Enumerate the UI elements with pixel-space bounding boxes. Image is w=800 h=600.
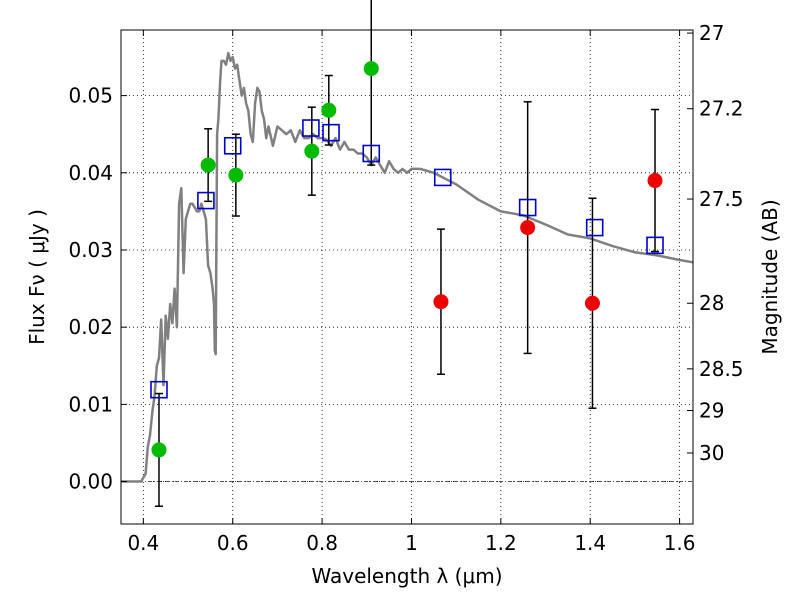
x-tick-label: 1.6 [664, 531, 696, 555]
low-sn-point [584, 295, 600, 311]
low-sn-point [433, 294, 449, 310]
low-sn-point [520, 220, 536, 236]
detection-point [321, 102, 337, 118]
detection-point [228, 167, 244, 183]
right-y-axis-title: Magnitude (AB) [758, 199, 782, 354]
x-tick-label: 0.4 [127, 531, 159, 555]
x-tick-label: 1 [405, 531, 418, 555]
model-photometry-point [223, 136, 242, 155]
right-tick-label: 27.5 [699, 187, 744, 211]
right-tick-label: 27.2 [699, 97, 744, 121]
model-photometry-point [362, 144, 381, 163]
model-photometry-point [518, 198, 537, 217]
model-photometry-point [585, 218, 604, 237]
detection-point [151, 442, 167, 458]
y-tick-label: 0.00 [68, 470, 113, 494]
right-tick-label: 27 [699, 21, 724, 45]
model-photometry-point [150, 380, 168, 399]
model-sed [121, 51, 694, 483]
error-bars [154, 0, 660, 507]
model-photometry-point [433, 168, 452, 187]
model-photometry-point [322, 123, 340, 142]
y-tick-label: 0.02 [68, 315, 113, 339]
x-tick-label: 1.2 [485, 531, 517, 555]
detection-point [363, 61, 379, 77]
right-tick-label: 28.5 [699, 357, 744, 381]
x-tick-label: 0.6 [217, 531, 249, 555]
low-sn-point [647, 173, 663, 189]
right-tick-label: 29 [699, 399, 724, 423]
model-photometry-point [302, 119, 320, 137]
axis-ticks [121, 30, 693, 524]
right-tick-label: 28 [699, 291, 724, 315]
y-axis-title: Flux Fν ( μJy ) [25, 209, 49, 345]
detection-point [304, 143, 320, 159]
y-tick-label: 0.04 [68, 161, 113, 185]
plot-frame [120, 29, 694, 525]
model-sed-line [121, 51, 694, 483]
model-photometry-point [197, 191, 215, 210]
y-tick-label: 0.03 [68, 238, 113, 262]
right-tick-label: 30 [699, 441, 724, 465]
tick-labels: 0.4 0.6 0.8 1 1.2 1.4 1.6 0.00 0.01 0.02 0.03 0.04 0… [68, 21, 743, 555]
detection-point [200, 157, 216, 173]
x-tick-label: 1.4 [574, 531, 606, 555]
y-tick-label: 0.01 [68, 392, 113, 416]
y-tick-label: 0.05 [68, 84, 113, 108]
model-photometry-point [646, 236, 664, 255]
grid [121, 30, 693, 524]
x-tick-label: 0.8 [306, 531, 338, 555]
data-points [150, 61, 664, 458]
x-axis-title: Wavelength λ (μm) [311, 564, 502, 588]
